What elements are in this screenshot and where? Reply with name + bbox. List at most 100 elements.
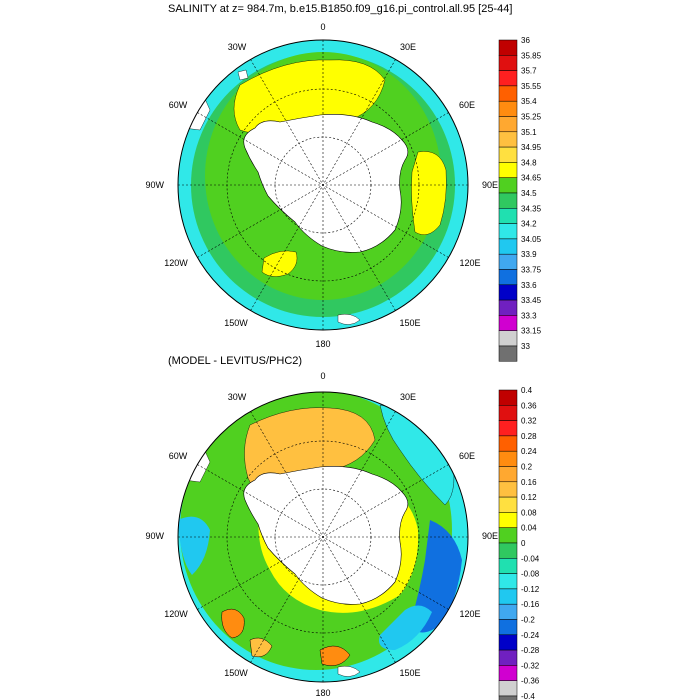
bottom-longitude-labels: 0 30E 60E 90E 120E 150E 180 150W 120W 90…	[145, 371, 498, 698]
colorbar-label: -0.2	[521, 616, 535, 625]
colorbar-label: 35.55	[521, 82, 542, 91]
colorbar-label: 0.12	[521, 493, 537, 502]
bottom-difference-map: 0 30E 60E 90E 120E 150E 180 150W 120W 90…	[145, 371, 498, 698]
colorbar-label: 35.7	[521, 67, 537, 76]
bottom-lon-label: 180	[315, 688, 330, 698]
colorbar-label: -0.16	[521, 600, 540, 609]
colorbar-swatch	[498, 146, 518, 163]
colorbar-swatch	[498, 496, 518, 513]
colorbar-swatch	[498, 177, 518, 194]
colorbar-swatch	[498, 70, 518, 87]
colorbar-swatch	[498, 695, 518, 700]
colorbar-label: 0.28	[521, 432, 537, 441]
colorbar-label: 34.5	[521, 189, 537, 198]
top-plot-title: SALINITY at z= 984.7m, b.e15.B1850.f09_g…	[168, 3, 513, 15]
colorbar-label: 34.2	[521, 220, 537, 229]
bottom-graticule	[178, 392, 468, 682]
bottom-lon-label: 60E	[459, 451, 475, 461]
colorbar-label: 0.08	[521, 508, 537, 517]
top-map-boundary	[177, 39, 469, 331]
colorbar-label: 34.65	[521, 174, 542, 183]
bottom-map-boundary	[177, 391, 469, 683]
colorbar-swatch	[498, 558, 518, 574]
colorbar-swatch	[498, 573, 518, 590]
top-island-top	[237, 69, 249, 81]
colorbar-label: 34.8	[521, 158, 537, 167]
colorbar-label: 33.15	[521, 327, 542, 336]
colorbar-swatch	[498, 603, 518, 620]
colorbar-swatch	[498, 192, 518, 209]
colorbar-swatch	[498, 665, 518, 681]
bottom-lon-label: 30E	[400, 392, 416, 402]
top-lon-label: 120W	[164, 258, 188, 268]
top-lon-label: 90W	[145, 180, 164, 190]
top-island-bottom	[337, 313, 361, 325]
bottom-lon-label: 150W	[224, 668, 248, 678]
colorbar-label: 34.05	[521, 235, 542, 244]
colorbar-label: 0.32	[521, 417, 537, 426]
colorbar-swatch	[498, 330, 518, 347]
colorbar-label: -0.12	[521, 585, 540, 594]
colorbar-label: 35.25	[521, 113, 542, 122]
bottom-island-bottom	[337, 665, 361, 677]
bottom-blue-west-patch	[178, 516, 210, 575]
colorbar-swatch	[498, 481, 518, 498]
colorbar-label: -0.32	[521, 661, 540, 670]
top-lon-label: 0	[320, 22, 325, 32]
top-lon-label: 120E	[459, 258, 480, 268]
bottom-orange-patch-c	[319, 645, 351, 666]
colorbar-label: -0.4	[521, 692, 535, 700]
top-lon-label: 150E	[399, 318, 420, 328]
colorbar-label: 34.35	[521, 204, 542, 213]
colorbar-swatch	[498, 512, 518, 528]
bottom-lon-label: 150E	[399, 668, 420, 678]
bottom-lon-label: 90W	[145, 531, 164, 541]
colorbar-swatch	[498, 116, 518, 133]
bottom-lon-label: 30W	[228, 392, 247, 402]
colorbar-swatch	[498, 634, 518, 651]
bottom-blue-east-patch	[410, 520, 462, 633]
colorbar-swatch	[498, 435, 518, 452]
bottom-orange-patch-b	[249, 637, 273, 658]
colorbar-label: 34.95	[521, 143, 542, 152]
colorbar-swatch	[498, 405, 518, 421]
colorbar-label: 0.24	[521, 447, 537, 456]
colorbar-label: -0.08	[521, 570, 540, 579]
colorbar-label: 33	[521, 342, 530, 351]
bottom-lon-label: 120W	[164, 609, 188, 619]
colorbar-swatch	[498, 649, 518, 666]
colorbar-swatch	[498, 420, 518, 437]
top-lon-label: 30W	[228, 42, 247, 52]
bottom-light-blue-patch	[379, 605, 432, 650]
colorbar-swatch	[498, 269, 518, 286]
colorbar-swatch	[498, 39, 518, 56]
top-longitude-labels: 0 30E 60E 90E 120E 150E 180 150W 120W 90…	[145, 22, 498, 349]
colorbar-label: 35.4	[521, 97, 537, 106]
colorbar-swatch	[498, 223, 518, 240]
top-lon-label: 90E	[482, 180, 498, 190]
colorbar-swatch	[498, 315, 518, 331]
colorbar-label: -0.36	[521, 677, 540, 686]
top-lon-label: 30E	[400, 42, 416, 52]
colorbar-swatch	[498, 299, 518, 316]
colorbar-swatch	[498, 450, 518, 467]
colorbar-swatch	[498, 100, 518, 117]
colorbar-swatch	[498, 619, 518, 636]
colorbar-label: 0.04	[521, 524, 537, 533]
colorbar-swatch	[498, 466, 518, 483]
colorbar-swatch	[498, 284, 518, 301]
colorbar-label: 33.9	[521, 250, 537, 259]
top-colorbar: 36 35.85 35.7 35.55 35.4 35.25 35.1 34.95 34.8 34…	[498, 36, 542, 362]
top-yellow-indian-patch	[411, 151, 447, 235]
colorbar-label: 33.6	[521, 281, 537, 290]
top-lon-label: 60W	[169, 100, 188, 110]
colorbar-swatch	[498, 131, 518, 148]
top-lon-label: 150W	[224, 318, 248, 328]
colorbar-label: -0.24	[521, 631, 540, 640]
colorbar-label: -0.28	[521, 646, 540, 655]
colorbar-label: 36	[521, 36, 530, 45]
colorbar-swatch	[498, 527, 518, 544]
colorbar-swatch	[498, 680, 518, 697]
colorbar-label: 35.85	[521, 51, 542, 60]
colorbar-label: -0.04	[521, 554, 540, 563]
